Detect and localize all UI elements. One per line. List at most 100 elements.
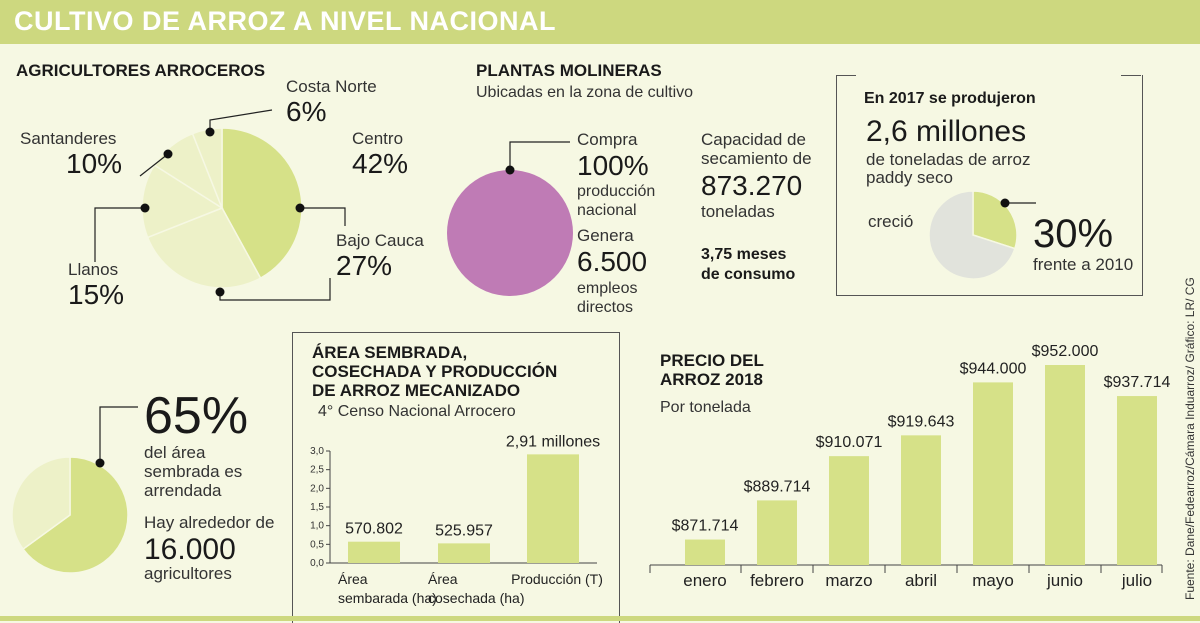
area-category-label: Área <box>338 571 368 587</box>
pct-llanos: 15% <box>68 279 125 310</box>
area-bar-value-label: 2,91 millones <box>506 433 600 450</box>
precio-bar-chart: $871.714 enero $889.714 febrero $910.071 marz… <box>649 343 1170 590</box>
source-note: Fuente: Dane/Fedearroz/Cámara Induarroz/… <box>1183 277 1197 600</box>
precio-category-label: mayo <box>972 571 1014 590</box>
produccion-box <box>836 75 1143 296</box>
dot-centro <box>295 203 305 213</box>
precio-value-label: $944.000 <box>960 360 1027 377</box>
precio-bar-marzo <box>829 456 869 565</box>
area-category-label: Área <box>428 571 458 587</box>
area-y-tick-label: 3,0 <box>310 446 324 457</box>
precio-category-label: febrero <box>750 571 804 590</box>
compra-desc2: nacional <box>577 202 637 219</box>
plantas-leader <box>509 141 570 170</box>
area-y-tick-label: 2,0 <box>310 483 324 494</box>
precio-title-line1: PRECIO DEL <box>660 351 764 370</box>
meses-line1: 3,75 meses <box>701 246 787 263</box>
arrendada-leader <box>99 406 138 463</box>
precio-bar-junio <box>1045 365 1085 565</box>
capacidad-line1: Capacidad de <box>701 130 806 149</box>
compra-label: Compra <box>577 130 638 149</box>
area-title-line3: DE ARROZ MECANIZADO <box>312 381 521 400</box>
growth-dot <box>1000 198 1010 208</box>
compra-value: 100% <box>577 150 649 181</box>
precio-value-label: $952.000 <box>1032 343 1099 360</box>
pct-costa-norte: 6% <box>286 96 327 127</box>
area-category-label: cosechada (ha) <box>428 590 525 606</box>
arrendada-pie-chart <box>11 406 138 574</box>
pct-centro: 42% <box>352 148 409 179</box>
label-llanos: Llanos <box>68 260 119 279</box>
precio-value-label: $889.714 <box>744 478 811 495</box>
hay-label: Hay alrededor de <box>144 513 275 532</box>
area-bar <box>348 541 400 563</box>
area-bar <box>527 454 579 563</box>
area-title-line2: COSECHADA Y PRODUCCIÓN <box>312 362 558 381</box>
bottom-rule <box>0 616 1200 621</box>
area-y-tick-label: 1,5 <box>310 502 324 513</box>
pie-slice-llanos <box>141 164 224 239</box>
precio-bar-julio <box>1117 396 1157 565</box>
precio-value-label: $919.643 <box>888 413 955 430</box>
area-subtitle: 4° Censo Nacional Arrocero <box>318 403 516 420</box>
arrendada-pct: 65% <box>144 387 249 445</box>
precio-category-label: enero <box>683 571 726 590</box>
area-y-tick-label: 1,0 <box>310 521 324 532</box>
produccion-desc1: de toneladas de arroz <box>866 150 1031 169</box>
pie-slice-base <box>928 190 1016 280</box>
area-category-label: sembarada (ha) <box>338 590 437 606</box>
pie-slice-centro <box>221 127 303 280</box>
genera-desc1: empleos <box>577 280 638 297</box>
arrendada-dot <box>95 458 105 468</box>
plantas-circle <box>447 170 573 296</box>
leader-llanos <box>94 207 145 262</box>
genera-value: 6.500 <box>577 246 648 277</box>
dot-bajo-cauca <box>215 287 225 297</box>
crecimiento-pie-chart <box>928 190 1036 280</box>
arrendada-desc3: arrendada <box>144 481 222 500</box>
agricultores-pie-chart <box>94 109 346 301</box>
precio-title-line2: ARROZ 2018 <box>660 370 763 389</box>
precio-category-label: abril <box>905 571 937 590</box>
area-y-tick-label: 0,5 <box>310 539 324 550</box>
agricultores-label: agricultores <box>144 564 232 583</box>
produccion-desc2: paddy seco <box>866 168 953 187</box>
pct-santanderes: 10% <box>66 148 123 179</box>
area-bar-chart: 0,0 0,5 1,0 1,5 2,0 2,5 3,0 570.802 Área sembarad… <box>310 433 603 606</box>
precio-bar-enero <box>685 539 725 565</box>
pie-slice-otra <box>11 456 71 551</box>
label-bajo-cauca: Bajo Cauca <box>336 231 424 250</box>
genera-label: Genera <box>577 226 634 245</box>
pct-bajo-cauca: 27% <box>336 250 393 281</box>
label-costa-norte: Costa Norte <box>286 77 377 96</box>
compra-desc1: producción <box>577 183 656 200</box>
precio-bar-mayo <box>973 382 1013 565</box>
area-y-tick-label: 0,0 <box>310 558 324 569</box>
area-bar <box>438 543 490 563</box>
agricultores-number: 16.000 <box>144 533 236 566</box>
produccion-title: En 2017 se produjeron <box>864 90 1036 107</box>
precio-value-label: $910.071 <box>816 434 883 451</box>
pie-slice-crecimiento <box>972 190 1018 250</box>
agricultores-title: AGRICULTORES ARROCEROS <box>16 61 266 80</box>
produccion-value: 2,6 millones <box>866 115 1027 148</box>
area-bar-value-label: 570.802 <box>345 521 403 538</box>
leader-centro <box>300 207 346 226</box>
area-y-tick-label: 2,5 <box>310 465 324 476</box>
capacidad-unit: toneladas <box>701 202 775 221</box>
label-centro: Centro <box>352 129 404 148</box>
plantas-dot <box>505 165 515 175</box>
pie-slice-bajo-cauca <box>146 207 262 289</box>
arrendada-desc2: sembrada es <box>144 462 243 481</box>
precio-category-label: julio <box>1121 571 1152 590</box>
frente-label: frente a 2010 <box>1033 255 1134 274</box>
precio-category-label: junio <box>1046 571 1083 590</box>
precio-bar-febrero <box>757 500 797 565</box>
area-chart-box <box>292 332 620 623</box>
area-category-label: Producción (T) <box>511 571 603 587</box>
capacidad-line2: secamiento de <box>701 149 812 168</box>
leader-santanderes <box>139 153 169 177</box>
plantas-title: PLANTAS MOLINERAS <box>476 61 662 80</box>
produccion-box-top-right <box>1121 75 1141 76</box>
precio-category-label: marzo <box>825 571 872 590</box>
